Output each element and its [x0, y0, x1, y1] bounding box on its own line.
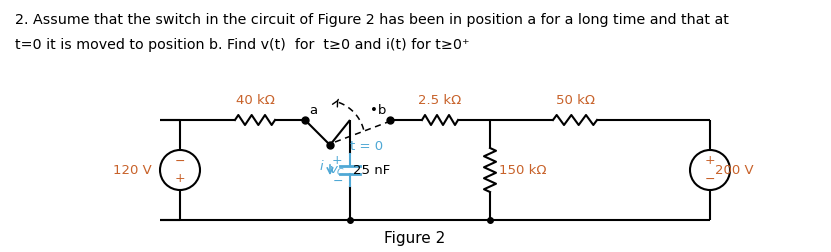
Text: 120 V: 120 V: [113, 164, 152, 176]
Text: 200 V: 200 V: [715, 164, 754, 176]
Text: •b: •b: [370, 104, 386, 117]
Text: −: −: [332, 174, 343, 187]
Text: 2.5 kΩ: 2.5 kΩ: [418, 94, 462, 107]
Text: a: a: [309, 104, 317, 117]
Text: −: −: [705, 173, 715, 185]
Text: 2. Assume that the switch in the circuit of Figure 2 has been in position a for : 2. Assume that the switch in the circuit…: [15, 13, 729, 27]
Text: t = 0: t = 0: [350, 141, 383, 153]
Text: $i$: $i$: [319, 159, 325, 173]
Text: $v_C$: $v_C$: [329, 165, 345, 178]
Text: t=0 it is moved to position b. Find v⁣(t)  for  t≥0 and i(t) for t≥0⁺: t=0 it is moved to position b. Find v⁣(t…: [15, 38, 470, 52]
Text: 150 kΩ: 150 kΩ: [499, 164, 547, 176]
Text: 40 kΩ: 40 kΩ: [235, 94, 274, 107]
Text: +: +: [705, 154, 715, 168]
Text: 50 kΩ: 50 kΩ: [555, 94, 594, 107]
Text: 25 nF: 25 nF: [353, 165, 391, 177]
Text: +: +: [175, 173, 185, 185]
Text: Figure 2: Figure 2: [385, 231, 445, 246]
Text: +: +: [332, 153, 342, 167]
Text: −: −: [175, 154, 185, 168]
